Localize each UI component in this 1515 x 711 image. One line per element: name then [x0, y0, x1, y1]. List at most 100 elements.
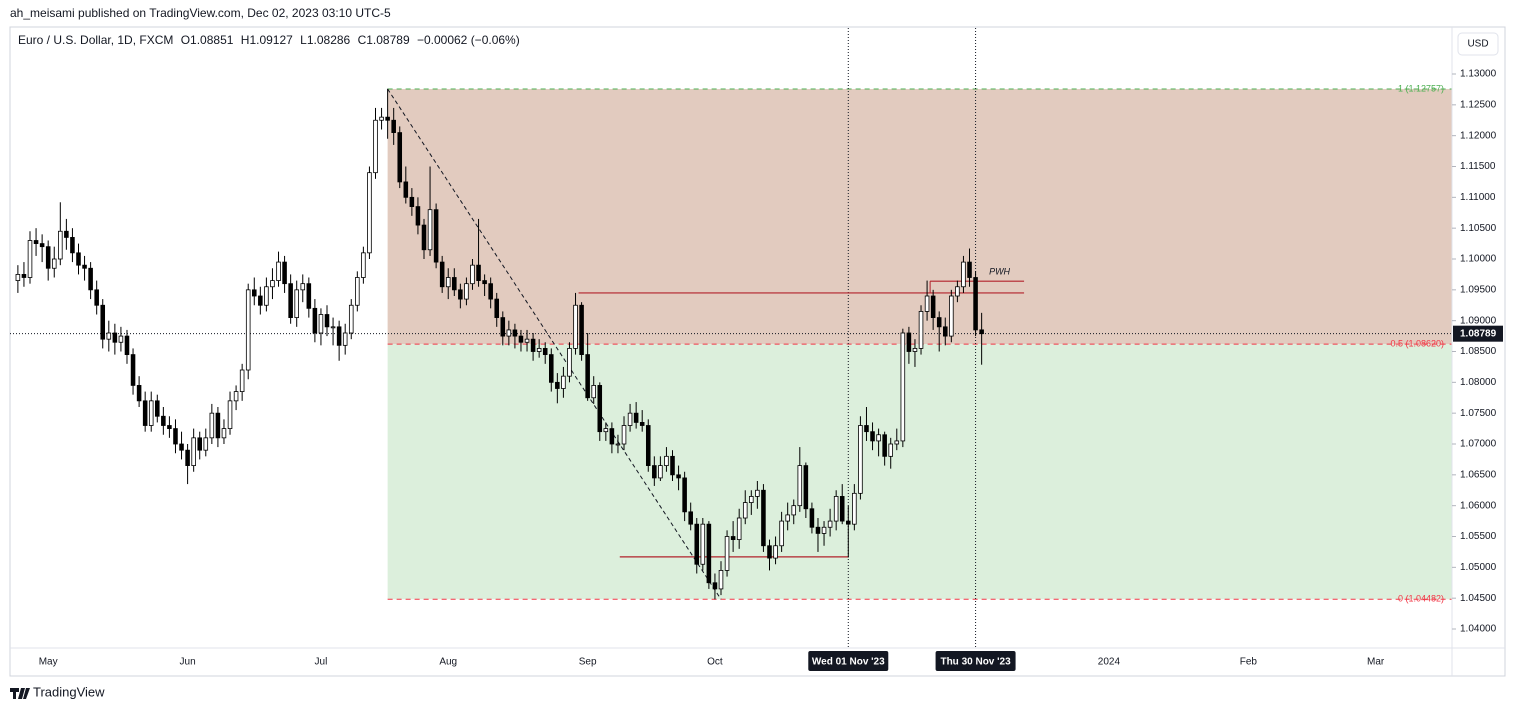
candle-body: [579, 304, 584, 355]
y-tick-label: 1.10500: [1460, 223, 1497, 234]
trend-line: [387, 88, 722, 600]
candle-body: [45, 246, 51, 269]
candle-body: [445, 277, 451, 288]
candle-body: [221, 428, 227, 439]
y-tick-label: 1.05000: [1460, 562, 1497, 573]
candle-body: [585, 354, 590, 399]
candle-body: [591, 385, 596, 399]
candle-body: [627, 412, 633, 426]
candle-body: [809, 508, 815, 528]
currency-button[interactable]: [1457, 32, 1499, 56]
candle-body: [858, 425, 863, 494]
candle-body: [106, 332, 112, 340]
candle-body: [664, 455, 669, 466]
close-value: C1.08789: [358, 33, 410, 47]
candle-body: [433, 209, 439, 263]
y-tick-label: 1.10000: [1460, 254, 1497, 265]
marker-label: Thu 30 Nov '23: [940, 657, 1011, 668]
candle-body: [385, 116, 390, 121]
candle-body: [191, 437, 196, 466]
candle-body: [33, 240, 39, 244]
candle-body: [652, 465, 657, 479]
candle-body: [833, 496, 839, 522]
last-price-tag: [1453, 325, 1503, 342]
candle-body: [785, 514, 790, 522]
candle-body: [136, 385, 142, 402]
candle-body: [676, 474, 681, 479]
candle-body: [549, 354, 554, 383]
candle-body: [500, 317, 506, 337]
candle-body: [512, 329, 518, 337]
candle-body: [355, 277, 360, 306]
candle-body: [864, 425, 869, 433]
y-tick-label: 1.12500: [1460, 99, 1497, 110]
candle-body: [639, 422, 645, 426]
candle-body: [76, 252, 81, 266]
candle-body: [518, 335, 524, 343]
x-tick-label: Aug: [439, 657, 457, 668]
fib-level-label: 1 (1.12757): [1398, 83, 1444, 93]
candle-body: [270, 280, 275, 288]
candle-body: [852, 492, 857, 525]
fib-level-label: 0.5 (1.08620): [1390, 338, 1444, 348]
candle-body: [506, 329, 512, 337]
candle-body: [258, 295, 263, 306]
candle-body: [245, 289, 251, 371]
candle-body: [815, 526, 821, 534]
candle-body: [712, 582, 718, 590]
candle-body: [718, 570, 724, 590]
candle-body: [82, 264, 87, 269]
candle-body: [215, 412, 221, 439]
candle-body: [70, 237, 75, 254]
candle-body: [736, 517, 742, 540]
y-tick-label: 1.06500: [1460, 469, 1497, 480]
candle-body: [936, 317, 942, 328]
candle-body: [439, 261, 445, 288]
candle-body: [476, 264, 481, 281]
y-tick-label: 1.09000: [1460, 315, 1497, 326]
candle-body: [621, 425, 627, 445]
x-tick-label: Jun: [180, 657, 196, 668]
y-tick-label: 1.08000: [1460, 377, 1497, 388]
candle-body: [239, 369, 245, 392]
candle-body: [488, 283, 493, 300]
candle-body: [688, 511, 693, 525]
candle-body: [27, 240, 33, 278]
y-tick-label: 1.04500: [1460, 593, 1497, 604]
candle-body: [15, 274, 21, 281]
candle-body: [458, 289, 463, 300]
candle-body: [288, 283, 293, 318]
candle-body: [233, 391, 239, 402]
candle-body: [894, 440, 900, 445]
marker-label: Wed 01 Nov '23: [812, 657, 885, 668]
candle-body: [561, 375, 566, 389]
x-tick-label: Oct: [707, 657, 723, 668]
candle-body: [348, 304, 354, 334]
candle-body: [797, 465, 803, 507]
candle-body: [761, 489, 766, 547]
candle-body: [955, 286, 960, 297]
pwh-label: PWH: [989, 267, 1010, 277]
currency-label[interactable]: USD: [1467, 39, 1488, 50]
candle-body: [839, 496, 845, 522]
y-tick-label: 1.05500: [1460, 531, 1497, 542]
candle-body: [821, 526, 827, 534]
candle-body: [482, 280, 487, 285]
candle-body: [906, 332, 912, 352]
candle-body: [148, 400, 154, 426]
y-tick-label: 1.06000: [1460, 500, 1497, 511]
candle-body: [300, 283, 306, 291]
candle-body: [470, 264, 475, 285]
candle-body: [51, 258, 57, 269]
candle-body: [39, 243, 45, 248]
x-tick-label: Mar: [1367, 657, 1385, 668]
x-tick-label: Sep: [579, 657, 597, 668]
low-value: L1.08286: [300, 33, 350, 47]
y-tick-label: 1.07000: [1460, 439, 1497, 450]
candle-body: [767, 545, 772, 559]
plot-area: 1 (1.12757) 0.5 (1.08620) 0 (1.04482) PWH: [10, 28, 1452, 648]
marker-tag: [808, 651, 889, 671]
candle-body: [227, 400, 233, 429]
candle-body: [415, 206, 421, 226]
candle-body: [609, 428, 615, 445]
